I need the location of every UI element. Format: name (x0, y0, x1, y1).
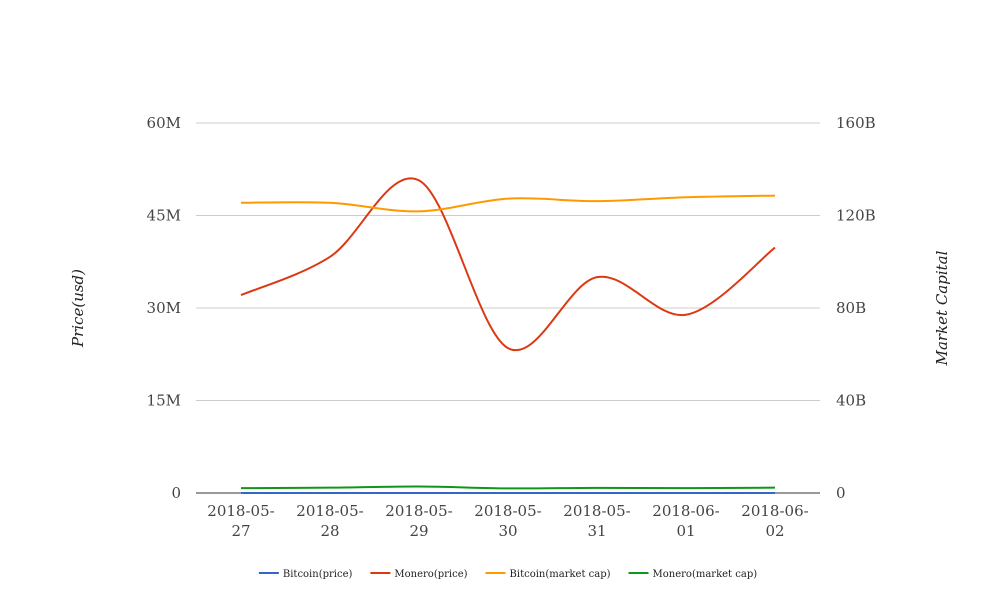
left-axis-title: Price(usd) (69, 269, 87, 348)
right-tick-label: 40B (836, 392, 866, 410)
legend-item-monero-market-cap[interactable]: Monero(market cap) (628, 569, 758, 580)
grid-lines (196, 122, 820, 494)
x-tick-label: 2018-05-27 (207, 502, 274, 540)
legend-item-bitcoin-market-cap[interactable]: Bitcoin(market cap) (485, 569, 611, 580)
left-tick-label: 15M (147, 392, 181, 410)
left-tick-label: 45M (147, 207, 181, 225)
legend-label: Bitcoin(price) (283, 569, 353, 580)
series-line-monero-market-cap (240, 485, 776, 490)
series-line-monero-price (240, 177, 776, 352)
x-axis-ticks: 2018-05-27 2018-05-28 2018-05-29 2018-05-30… (207, 502, 808, 540)
right-tick-label: 120B (836, 207, 876, 225)
left-tick-label: 60M (147, 114, 181, 132)
legend-item-monero-price[interactable]: Monero(price) (370, 569, 468, 580)
left-tick-label: 30M (147, 299, 181, 317)
left-tick-label: 0 (171, 484, 181, 502)
x-tick-label: 2018-06-01 (652, 502, 719, 540)
right-tick-label: 0 (836, 484, 846, 502)
right-tick-label: 80B (836, 299, 866, 317)
x-tick-label: 2018-06-02 (741, 502, 808, 540)
left-axis-ticks: 0 15M 30M 45M 60M (147, 114, 181, 502)
right-axis-title: Market Capital (933, 250, 951, 366)
series-line-bitcoin-market-cap (240, 194, 776, 213)
legend-label: Monero(price) (394, 569, 467, 580)
right-tick-label: 160B (836, 114, 876, 132)
legend-item-bitcoin-price[interactable]: Bitcoin(price) (258, 569, 353, 580)
series-lines (240, 177, 776, 494)
x-tick-label: 2018-05-30 (474, 502, 541, 540)
legend-label: Bitcoin(market cap) (510, 569, 611, 580)
x-tick-label: 2018-05-28 (296, 502, 363, 540)
x-tick-label: 2018-05-31 (563, 502, 630, 540)
right-axis-ticks: 0 40B 80B 120B 160B (836, 114, 876, 502)
legend: Bitcoin(price) Monero(price) Bitcoin(marke… (258, 569, 758, 580)
legend-label: Monero(market cap) (653, 569, 758, 580)
x-tick-label: 2018-05-29 (385, 502, 452, 540)
